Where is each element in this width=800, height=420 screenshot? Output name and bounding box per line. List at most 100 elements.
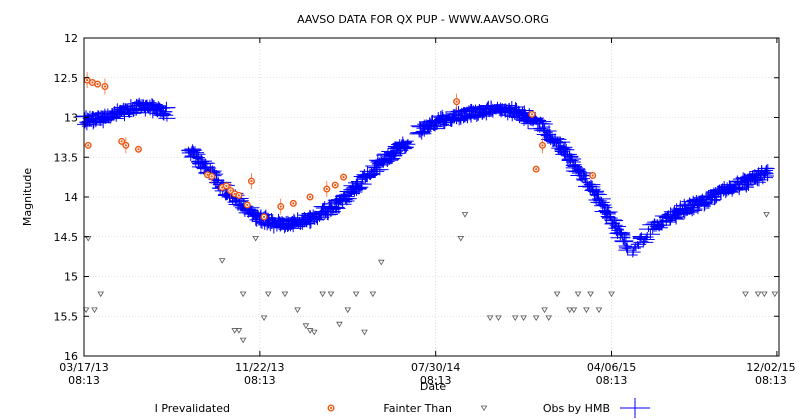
- prevalidated-point-dot: [292, 202, 295, 205]
- fainter-point: [319, 291, 326, 298]
- series-fainter-than: [82, 212, 779, 344]
- prevalidated-point-dot: [262, 215, 266, 218]
- fainter-point: [235, 328, 243, 334]
- prevalidated-point-dot: [137, 148, 140, 151]
- series-i-prevalidated: [83, 72, 597, 221]
- fainter-point: [511, 315, 519, 322]
- fainter-point: [532, 315, 540, 322]
- prevalidated-point-dot: [535, 168, 538, 171]
- prevalidated-point-dot: [530, 113, 534, 116]
- fainter-point: [218, 258, 226, 264]
- y-tick-label: 14: [64, 191, 78, 204]
- prevalidated-point-dot: [246, 203, 249, 207]
- y-tick-label: 16: [64, 350, 78, 363]
- grid: [84, 38, 779, 356]
- prevalidated-point-dot: [91, 81, 94, 84]
- fainter-point: [352, 291, 360, 298]
- fainter-point: [336, 321, 343, 328]
- fainter-point: [486, 315, 494, 322]
- prevalidated-point-dot: [237, 194, 241, 197]
- x-tick-label-date: 03/17/13: [59, 361, 108, 374]
- prevalidated-point-dot: [342, 176, 345, 179]
- prevalidated-point-dot: [221, 186, 224, 189]
- x-tick-label-time: 08:13: [68, 374, 100, 387]
- fainter-point: [239, 291, 247, 298]
- x-axis-label: Date: [420, 380, 447, 393]
- fainter-point: [252, 235, 259, 242]
- fainter-point: [302, 323, 310, 329]
- x-tick-label-time: 08:13: [755, 374, 787, 387]
- plot-frame: [83, 37, 780, 357]
- fainter-point: [583, 307, 590, 314]
- prevalidated-point-dot: [124, 144, 127, 147]
- y-tick-label: 15.5: [54, 310, 79, 323]
- fainter-point: [281, 291, 289, 298]
- prevalidated-point-dot: [308, 195, 312, 199]
- fainter-point: [306, 328, 314, 334]
- prevalidated-point-dot: [455, 100, 458, 103]
- prevalidated-point-dot: [229, 189, 232, 192]
- prevalidated-point-dot: [86, 79, 89, 82]
- x-tick-label-date: 07/30/14: [411, 361, 460, 374]
- prevalidated-point-dot: [250, 180, 253, 183]
- chart-title: AAVSO DATA FOR QX PUP - WWW.AAVSO.ORG: [297, 13, 549, 26]
- fainter-point: [553, 291, 561, 298]
- fainter-point: [763, 212, 770, 218]
- x-tick-label-time: 08:13: [596, 374, 628, 387]
- fainter-point: [294, 307, 301, 314]
- prevalidated-point-dot: [225, 184, 228, 187]
- fainter-point: [587, 291, 594, 298]
- fainter-point: [566, 307, 573, 314]
- fainter-point: [754, 291, 762, 298]
- x-tick-label-date: 04/06/15: [587, 361, 636, 374]
- legend-label-obs-by-hmb: Obs by HMB: [543, 402, 610, 415]
- fainter-point: [570, 307, 578, 314]
- prevalidated-point-dot: [541, 144, 544, 147]
- legend-marker-fainter-than: [480, 405, 488, 412]
- legend-marker-dot: [329, 406, 333, 410]
- prevalidated-point-dot: [206, 173, 209, 176]
- fainter-point: [369, 291, 377, 298]
- prevalidated-point-dot: [325, 187, 328, 191]
- fainter-point: [771, 291, 779, 298]
- fainter-point: [260, 315, 268, 322]
- y-tick-label: 13.5: [54, 151, 79, 164]
- y-tick-label: 12: [64, 32, 78, 45]
- fainter-point: [461, 212, 469, 218]
- prevalidated-point-dot: [87, 144, 90, 147]
- x-tick-label-date: 11/22/13: [235, 361, 284, 374]
- prevalidated-point-dot: [233, 192, 236, 195]
- prevalidated-point-dot: [210, 175, 213, 178]
- fainter-point: [327, 291, 335, 298]
- fainter-point: [91, 307, 98, 314]
- fainter-point: [595, 307, 603, 314]
- fainter-point: [520, 315, 527, 322]
- fainter-point: [264, 291, 272, 298]
- y-tick-label: 14.5: [54, 231, 79, 244]
- legend-label-i-prevalidated: I Prevalidated: [155, 402, 230, 415]
- fainter-point: [361, 329, 368, 336]
- y-tick-label: 15: [64, 271, 78, 284]
- prevalidated-point-dot: [96, 83, 99, 86]
- hmb-band: [75, 97, 775, 258]
- series-obs-by-hmb: [75, 97, 775, 258]
- x-axis: 03/17/1308:1311/22/1308:1307/30/1408:130…: [59, 38, 796, 387]
- y-axis: 12 12.5 13 13.5 14 14.5 15 15.5 16: [54, 32, 779, 363]
- fainter-point: [574, 291, 582, 298]
- fainter-point: [541, 307, 548, 314]
- fainter-point: [344, 307, 352, 314]
- x-tick-label-time: 08:13: [420, 374, 452, 387]
- legend: I Prevalidated Fainter Than Obs by HMB: [155, 398, 650, 418]
- prevalidated-point-dot: [120, 140, 123, 143]
- fainter-point: [608, 291, 615, 298]
- x-tick-label-date: 12/02/15: [746, 361, 795, 374]
- prevalidated-point-dot: [279, 205, 282, 208]
- fainter-point: [97, 291, 105, 298]
- fainter-point: [742, 291, 749, 298]
- prevalidated-point-dot: [334, 183, 337, 187]
- fainter-point: [457, 235, 465, 242]
- fainter-point: [545, 315, 553, 322]
- fainter-point: [239, 337, 247, 344]
- legend-label-fainter-than: Fainter Than: [383, 402, 452, 415]
